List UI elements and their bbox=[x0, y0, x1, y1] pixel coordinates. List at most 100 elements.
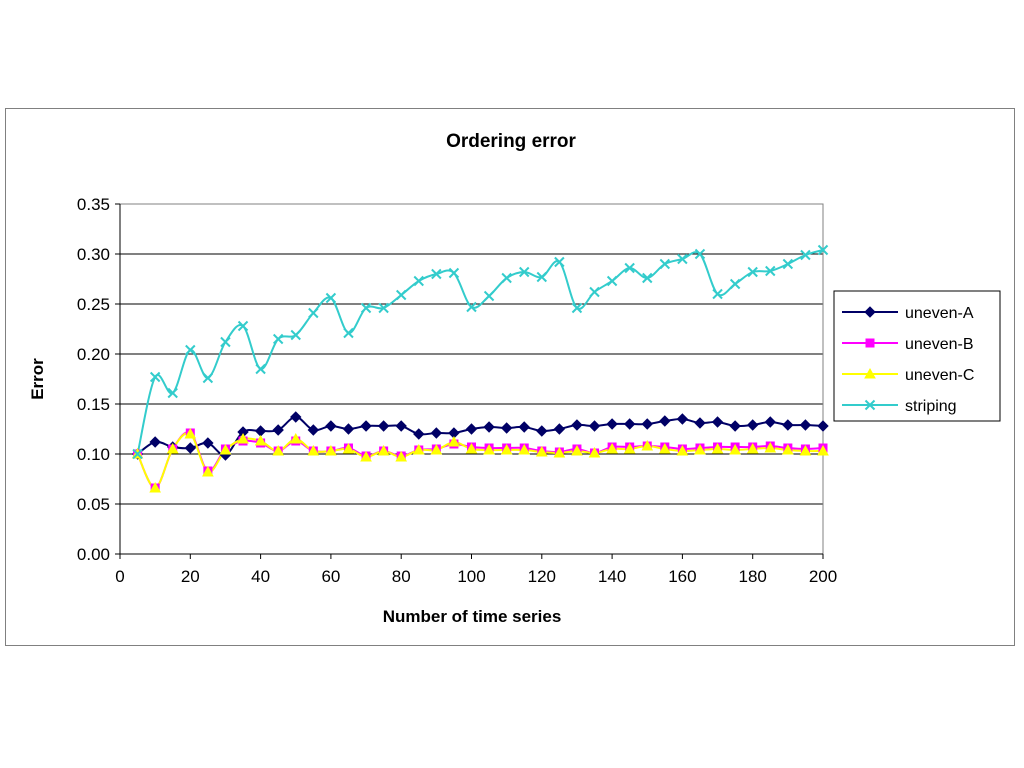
plot-area bbox=[119, 203, 824, 555]
data-point-uneven-A bbox=[711, 416, 724, 428]
data-point-uneven-C bbox=[764, 441, 777, 453]
data-point-uneven-C bbox=[500, 443, 513, 455]
data-point-uneven-C bbox=[412, 443, 425, 455]
data-point-striping bbox=[360, 302, 372, 314]
data-point-uneven-A bbox=[623, 418, 636, 430]
x-tick-label: 140 bbox=[598, 567, 626, 586]
data-point-striping bbox=[466, 301, 477, 313]
legend-label-striping: striping bbox=[905, 398, 957, 415]
data-point-uneven-A bbox=[799, 419, 812, 431]
data-point-uneven-A bbox=[606, 418, 618, 430]
data-point-uneven-A bbox=[325, 420, 337, 432]
data-point-uneven-A bbox=[641, 418, 653, 430]
data-point-striping bbox=[729, 278, 741, 290]
data-point-striping bbox=[659, 258, 671, 270]
data-point-uneven-C bbox=[325, 444, 337, 456]
chart-title: Ordering error bbox=[446, 131, 576, 152]
data-point-uneven-A bbox=[149, 436, 161, 448]
data-point-striping bbox=[343, 327, 354, 339]
data-point-uneven-C bbox=[430, 443, 443, 455]
data-point-uneven-C bbox=[606, 442, 618, 454]
data-point-uneven-A bbox=[202, 437, 214, 449]
data-point-striping bbox=[694, 248, 706, 260]
x-axis-label: Number of time series bbox=[383, 607, 562, 626]
data-point-uneven-A bbox=[817, 420, 829, 432]
y-axis-label: Error bbox=[28, 358, 47, 400]
data-point-striping bbox=[501, 272, 512, 284]
data-point-striping bbox=[448, 267, 460, 279]
data-point-uneven-A bbox=[518, 421, 530, 433]
y-tick-label: 0.35 bbox=[77, 195, 110, 214]
data-point-uneven-C bbox=[817, 444, 829, 456]
x-tick-label: 80 bbox=[392, 567, 411, 586]
data-point-uneven-A bbox=[483, 421, 495, 433]
data-point-uneven-C bbox=[360, 450, 372, 462]
legend-label-uneven-C: uneven-C bbox=[905, 367, 974, 384]
legend-marker-striping bbox=[864, 399, 876, 411]
series-line-uneven-C bbox=[136, 432, 824, 489]
data-point-striping bbox=[589, 286, 600, 298]
data-point-uneven-A bbox=[764, 416, 776, 428]
data-point-uneven-A bbox=[430, 427, 443, 439]
legend-label-uneven-B: uneven-B bbox=[905, 336, 974, 353]
data-point-striping bbox=[536, 271, 548, 283]
data-point-striping bbox=[308, 307, 319, 319]
data-point-striping bbox=[272, 333, 284, 345]
data-point-uneven-C bbox=[289, 432, 302, 444]
data-point-striping bbox=[817, 244, 829, 256]
data-point-uneven-A bbox=[571, 419, 583, 431]
data-point-uneven-C bbox=[746, 442, 759, 454]
data-point-uneven-A bbox=[342, 423, 355, 435]
data-point-striping bbox=[624, 262, 635, 274]
data-point-striping bbox=[483, 290, 495, 302]
data-point-uneven-A bbox=[500, 422, 513, 434]
data-point-uneven-C bbox=[342, 442, 355, 454]
data-point-striping bbox=[519, 266, 530, 278]
x-tick-label: 60 bbox=[321, 567, 340, 586]
y-tick-label: 0.00 bbox=[77, 545, 110, 564]
data-point-uneven-C bbox=[254, 434, 267, 446]
data-point-uneven-A bbox=[272, 424, 284, 436]
x-tick-label: 120 bbox=[528, 567, 556, 586]
data-point-uneven-C bbox=[202, 465, 214, 477]
data-point-uneven-C bbox=[448, 435, 460, 447]
data-point-striping bbox=[747, 266, 758, 278]
data-point-uneven-A bbox=[254, 425, 267, 437]
data-point-uneven-C bbox=[711, 442, 724, 454]
data-point-uneven-A bbox=[413, 428, 425, 440]
data-point-striping bbox=[290, 329, 301, 341]
x-tick-label: 100 bbox=[457, 567, 485, 586]
data-point-uneven-A bbox=[553, 423, 566, 435]
data-point-striping bbox=[149, 371, 161, 383]
data-point-uneven-C bbox=[694, 443, 706, 455]
y-tick-label: 0.05 bbox=[77, 495, 110, 514]
data-point-striping bbox=[800, 249, 811, 261]
data-point-striping bbox=[220, 336, 231, 348]
data-point-striping bbox=[325, 292, 337, 304]
data-point-striping bbox=[395, 289, 407, 301]
y-tick-label: 0.25 bbox=[77, 295, 110, 314]
data-point-uneven-A bbox=[729, 420, 741, 432]
series-line-uneven-B bbox=[136, 431, 824, 489]
legend-label-uneven-A: uneven-A bbox=[905, 305, 974, 322]
data-point-uneven-C bbox=[729, 443, 741, 455]
data-point-uneven-C bbox=[272, 444, 285, 456]
data-point-striping bbox=[554, 256, 565, 268]
data-point-uneven-A bbox=[588, 420, 601, 432]
data-point-uneven-A bbox=[694, 417, 706, 429]
data-point-striping bbox=[132, 448, 143, 460]
data-point-striping bbox=[571, 302, 583, 314]
series-line-striping bbox=[136, 249, 824, 455]
data-point-striping bbox=[185, 344, 196, 356]
x-tick-label: 160 bbox=[668, 567, 696, 586]
data-point-uneven-A bbox=[659, 415, 671, 427]
legend-marker-uneven-B bbox=[865, 338, 875, 348]
x-tick-label: 0 bbox=[115, 567, 124, 586]
data-point-striping bbox=[677, 253, 688, 265]
y-tick-label: 0.20 bbox=[77, 345, 110, 364]
x-tick-label: 20 bbox=[181, 567, 200, 586]
data-point-striping bbox=[413, 275, 424, 287]
data-point-striping bbox=[782, 258, 794, 270]
data-point-striping bbox=[202, 372, 214, 384]
data-point-uneven-A bbox=[360, 420, 372, 432]
